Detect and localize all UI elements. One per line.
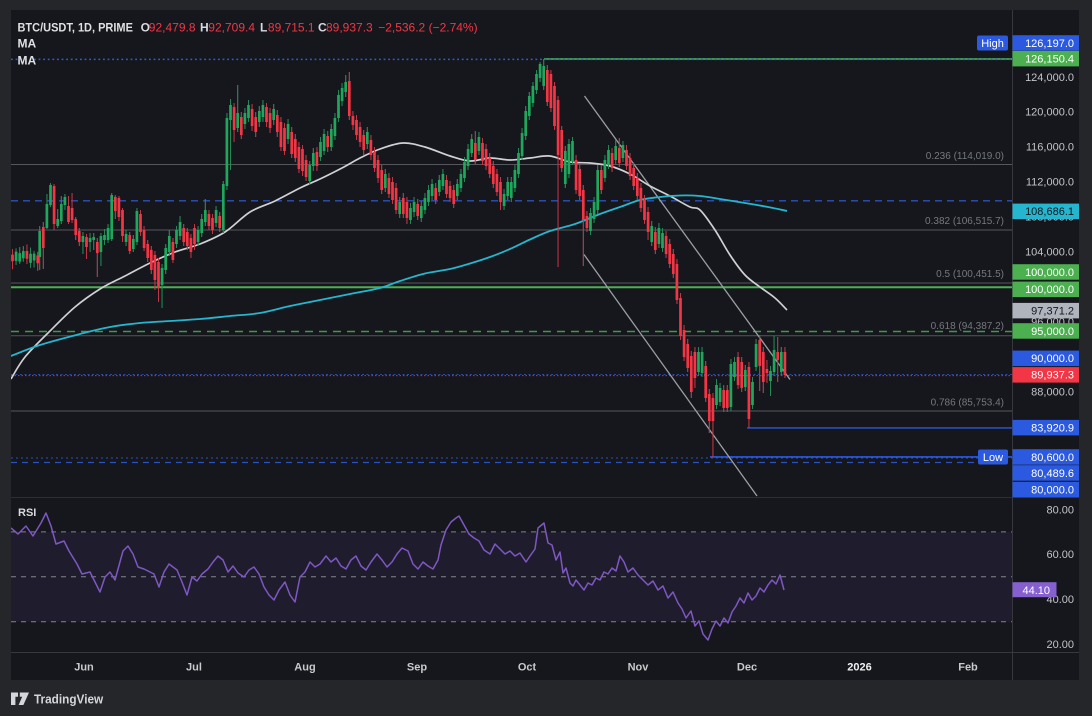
svg-text:Oct: Oct [518,662,537,674]
svg-text:104,000.0: 104,000.0 [1025,247,1074,259]
svg-text:Sep: Sep [407,662,427,674]
svg-text:124,000.0: 124,000.0 [1025,72,1074,84]
svg-text:Jul: Jul [186,662,202,674]
svg-text:Jun: Jun [74,662,94,674]
svg-text:L: L [260,21,267,35]
svg-text:Feb: Feb [958,662,978,674]
svg-text:Dec: Dec [737,662,757,674]
svg-text:92,479.8: 92,479.8 [149,21,196,35]
svg-text:Nov: Nov [628,662,650,674]
svg-text:−2,536.2 (−2.74%): −2,536.2 (−2.74%) [378,21,477,35]
svg-text:90,000.0: 90,000.0 [1031,353,1074,365]
svg-text:0.618 (94,387.2): 0.618 (94,387.2) [931,321,1004,332]
svg-text:112,000.0: 112,000.0 [1026,177,1074,189]
svg-text:126,150.4: 126,150.4 [1025,53,1074,65]
svg-text:0.786 (85,753.4): 0.786 (85,753.4) [931,398,1004,409]
svg-text:100,000.0: 100,000.0 [1025,267,1074,279]
svg-text:Aug: Aug [294,662,315,674]
svg-text:97,371.2: 97,371.2 [1031,306,1074,318]
svg-text:H: H [200,21,209,35]
svg-text:MA: MA [18,54,37,68]
svg-text:80,489.6: 80,489.6 [1031,468,1074,480]
svg-text:88,000.0: 88,000.0 [1031,386,1074,398]
svg-text:0.382 (106,515.7): 0.382 (106,515.7) [925,216,1004,227]
svg-text:Low: Low [983,452,1003,464]
svg-text:95,000.0: 95,000.0 [1031,326,1074,338]
svg-text:116,000.0: 116,000.0 [1026,142,1074,154]
svg-text:BTC/USDT, 1D, PRIME: BTC/USDT, 1D, PRIME [18,21,133,35]
svg-text:83,920.9: 83,920.9 [1031,423,1074,435]
svg-text:80,000.0: 80,000.0 [1031,484,1074,496]
svg-text:0.5 (100,451.5): 0.5 (100,451.5) [936,269,1004,280]
svg-text:126,197.0: 126,197.0 [1025,38,1074,50]
svg-text:60.00: 60.00 [1046,549,1074,561]
svg-text:44.10: 44.10 [1022,585,1050,597]
svg-text:89,937.3: 89,937.3 [326,21,373,35]
svg-text:RSI: RSI [18,507,36,519]
svg-text:2026: 2026 [847,662,871,674]
svg-text:O: O [141,21,150,35]
svg-text:20.00: 20.00 [1046,639,1074,651]
svg-text:0.236 (114,019.0): 0.236 (114,019.0) [926,151,1004,162]
svg-text:108,686.1: 108,686.1 [1025,206,1074,218]
svg-text:80.00: 80.00 [1046,504,1074,516]
svg-text:92,709.4: 92,709.4 [208,21,255,35]
svg-text:120,000.0: 120,000.0 [1025,107,1074,119]
svg-text:89,715.1: 89,715.1 [268,21,315,35]
svg-text:100,000.0: 100,000.0 [1025,284,1074,296]
svg-text:89,937.3: 89,937.3 [1031,370,1074,382]
svg-text:High: High [981,38,1004,50]
svg-text:TradingView: TradingView [34,692,104,707]
svg-text:C: C [318,21,327,35]
svg-text:MA: MA [18,37,37,51]
svg-text:80,600.0: 80,600.0 [1031,452,1074,464]
